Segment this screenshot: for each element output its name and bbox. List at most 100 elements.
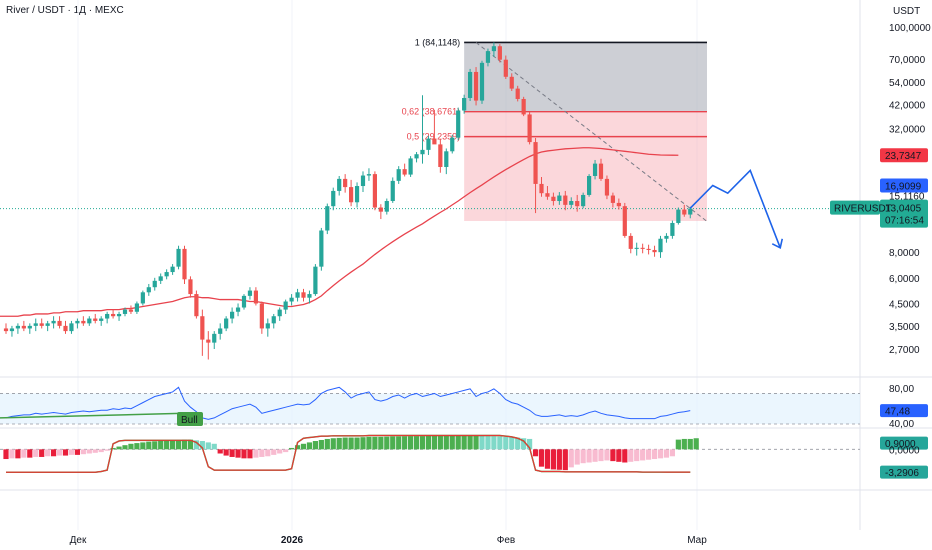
- candle-body-23: [140, 292, 145, 304]
- hist-bar-69: [413, 436, 420, 450]
- hist-bar-25: [152, 441, 158, 450]
- fib-label-1: 0,62 (38,6761): [402, 107, 461, 117]
- candle-body-6: [39, 323, 44, 326]
- candle-body-94: [563, 195, 568, 205]
- hist-bar-83: [497, 436, 503, 450]
- candle-body-68: [408, 158, 413, 175]
- candle-body-63: [378, 207, 383, 212]
- hist-bar-68: [408, 436, 414, 450]
- time-label-0: Дек: [70, 535, 87, 546]
- candle-body-60: [360, 175, 366, 187]
- hist-bar-18: [110, 447, 116, 450]
- candle-body-5: [33, 323, 38, 326]
- candle-body-103: [616, 202, 621, 207]
- hist-bar-105: [628, 449, 634, 462]
- hist-bar-35: [211, 443, 217, 450]
- hist-bar-31: [187, 439, 194, 450]
- hist-bar-8: [51, 449, 57, 457]
- hist-bar-17: [104, 449, 110, 451]
- candle-body-54: [325, 206, 330, 231]
- hist-bar-3: [21, 449, 27, 458]
- hist-bar-71: [425, 436, 432, 450]
- candle-body-76: [456, 110, 461, 138]
- price-tick-7: 8,0000: [889, 248, 920, 259]
- candle-body-15: [93, 318, 98, 321]
- candle-body-7: [45, 323, 50, 326]
- candle-body-52: [313, 266, 318, 295]
- current-price-badge: 13,0405: [885, 204, 922, 215]
- price-tick-11: 2,7000: [889, 345, 920, 356]
- candle-body-51: [307, 294, 312, 298]
- candle-body-81: [485, 51, 491, 63]
- candle-body-16: [99, 318, 104, 321]
- hist-bar-73: [437, 435, 443, 450]
- hist-bar-111: [663, 449, 670, 458]
- candle-body-70: [420, 149, 425, 155]
- candle-body-30: [182, 248, 187, 280]
- hist-bar-46: [277, 449, 283, 454]
- candle-body-55: [331, 190, 336, 207]
- hist-bar-33: [199, 441, 205, 450]
- hist-bar-6: [39, 449, 45, 457]
- candle-body-20: [122, 309, 128, 314]
- candle-body-115: [688, 208, 693, 215]
- hist-bar-89: [532, 449, 539, 457]
- price-tick-9: 4,5000: [889, 299, 920, 310]
- rsi-bull-trendline: [0, 412, 185, 419]
- candle-body-66: [396, 169, 401, 181]
- candle-body-72: [432, 138, 437, 145]
- candle-body-75: [450, 137, 455, 152]
- hist-bar-43: [259, 449, 265, 457]
- hist-bar-16: [98, 449, 104, 453]
- hist-bar-92: [550, 449, 556, 470]
- candle-body-21: [128, 309, 134, 312]
- candle-body-77: [462, 97, 467, 111]
- hist-bar-62: [372, 436, 378, 450]
- candle-body-106: [634, 247, 639, 249]
- candle-body-46: [277, 309, 282, 317]
- candle-body-25: [152, 280, 157, 288]
- hist-bar-91: [544, 449, 551, 469]
- hist-bar-50: [300, 443, 307, 450]
- hist-bar-26: [158, 441, 164, 450]
- hist-bar-29: [175, 439, 182, 450]
- candle-body-42: [253, 290, 258, 304]
- hist-bar-51: [306, 442, 313, 450]
- price-tick-3: 42,0000: [889, 100, 926, 111]
- time-label-1: 2026: [281, 535, 304, 546]
- hist-bar-102: [610, 449, 616, 462]
- hist-bar-56: [336, 437, 342, 450]
- hist-bar-19: [116, 446, 122, 450]
- candle-body-18: [111, 313, 116, 317]
- candle-body-19: [116, 313, 122, 317]
- hist-bar-64: [384, 436, 390, 450]
- candle-body-65: [390, 180, 395, 202]
- hist-bar-72: [431, 435, 437, 450]
- hist-bar-86: [515, 437, 521, 450]
- candle-body-87: [521, 98, 526, 115]
- hist-bar-42: [253, 449, 259, 458]
- candle-body-64: [384, 201, 389, 212]
- hist-bar-0: [3, 449, 9, 460]
- hist-badge-neg-bg: [880, 465, 928, 479]
- candle-body-8: [51, 320, 56, 324]
- ma-price-badge: 23,7347: [885, 151, 922, 162]
- candle-body-80: [479, 62, 485, 101]
- hist-bar-106: [634, 449, 640, 462]
- hist-bar-101: [604, 449, 610, 461]
- symbol-badge: RIVERUSDT: [834, 204, 892, 215]
- candle-body-91: [545, 193, 550, 197]
- candle-body-97: [581, 194, 586, 207]
- candle-body-99: [592, 163, 598, 176]
- candle-body-48: [289, 297, 294, 302]
- ma-price-badge-bg: [880, 148, 928, 163]
- candle-body-109: [652, 249, 657, 253]
- hist-bar-63: [378, 436, 384, 450]
- hist-bar-95: [568, 449, 574, 468]
- candle-body-96: [575, 201, 580, 207]
- price-tick-2: 54,0000: [889, 78, 926, 89]
- hist-signal-line-red: [6, 434, 691, 473]
- candle-body-29: [176, 248, 181, 267]
- hist-bar-103: [616, 449, 622, 462]
